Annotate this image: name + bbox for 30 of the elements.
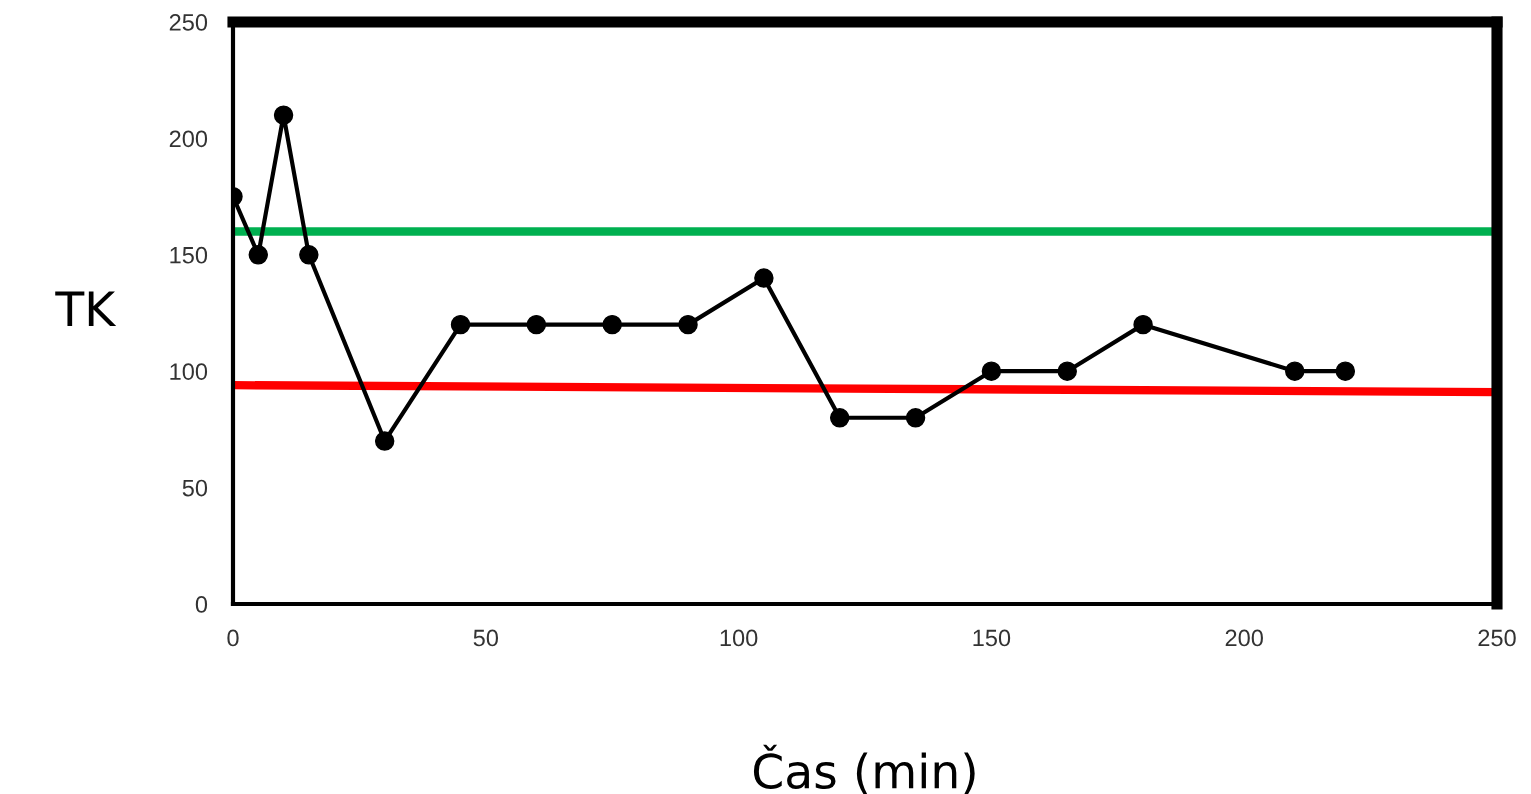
point [905,408,926,428]
x-tick-label: 0 [227,629,239,647]
point [1285,361,1305,381]
point [248,245,269,265]
x-tick-label: 50 [473,629,499,647]
y-tick-label: 250 [169,14,208,31]
y-tick-label: 50 [182,479,208,497]
point [754,268,774,288]
point [374,431,395,451]
point [678,314,698,335]
point [602,314,622,335]
point [1335,361,1356,381]
point [299,245,319,265]
x-tick-label: 100 [720,629,758,647]
point [1133,314,1153,335]
point [829,408,850,428]
y-tick-label: 0 [195,596,208,613]
y-axis-title: TK [55,291,117,327]
y-tick-label: 150 [170,246,208,264]
point [981,361,1002,381]
point [450,314,471,335]
y-tick-label: 200 [169,130,208,148]
x-tick-label: 150 [973,629,1011,647]
y-tick-label: 100 [170,363,208,380]
point [273,105,294,125]
x-axis-title: Čas (min) [753,744,975,794]
point [526,314,547,335]
x-tick-label: 250 [1478,629,1516,647]
point [1057,361,1077,381]
x-tick-label: 200 [1225,629,1263,647]
